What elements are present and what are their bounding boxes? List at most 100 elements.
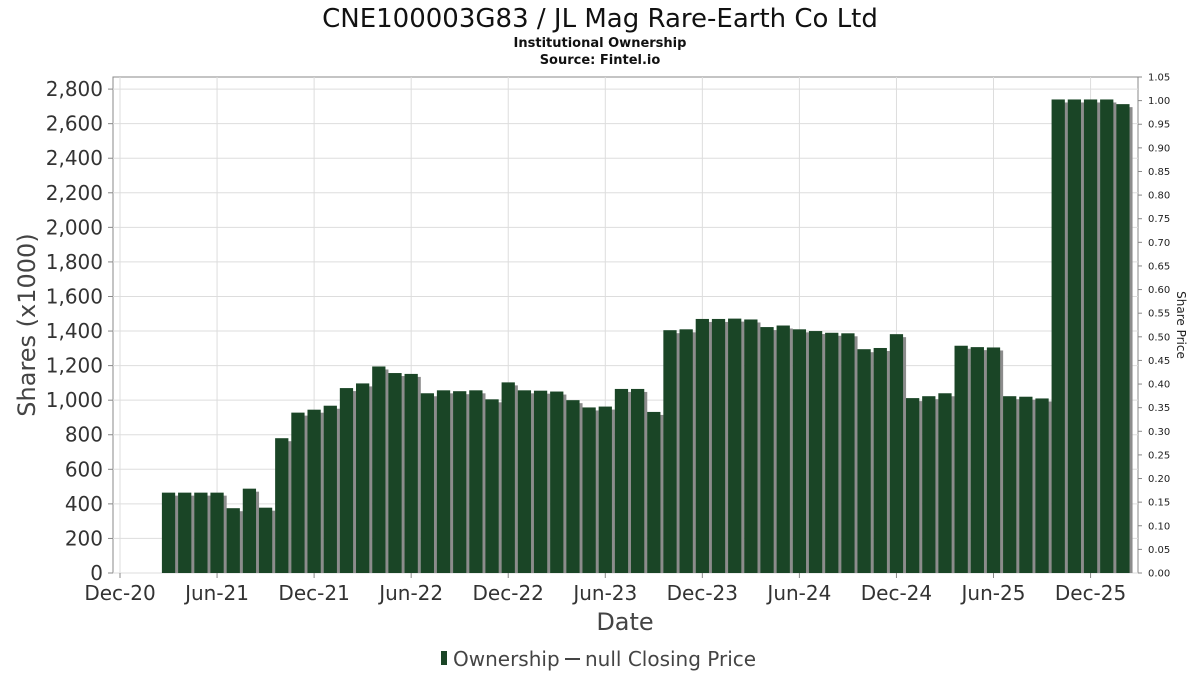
y-tick-label: 2,000: [46, 215, 103, 239]
ownership-bar: [1051, 99, 1065, 574]
ownership-bar: [647, 411, 661, 573]
y-tick-label: 2,800: [46, 77, 103, 101]
y-tick-label: 1,200: [46, 354, 103, 378]
ownership-bar: [954, 345, 968, 573]
ownership-bar: [679, 329, 693, 573]
x-tick-label: Jun-23: [571, 581, 637, 605]
ownership-bar: [420, 393, 434, 573]
ownership-bar: [307, 409, 321, 573]
y2-tick-label: 0.15: [1148, 498, 1170, 509]
ownership-bar: [469, 390, 483, 573]
legend-price-label: null Closing Price: [585, 647, 756, 671]
x-tick-label: Jun-25: [960, 581, 1026, 605]
x-tick-label: Dec-22: [473, 581, 544, 605]
ownership-bar: [1035, 398, 1049, 573]
chart-source: Source: Fintel.io: [540, 53, 661, 68]
y-axis-ticks: 0 200 400 600 800 1,000 1,200 1,400 1,600 1,800 2,…: [46, 77, 113, 585]
ownership-bar: [291, 412, 305, 573]
ownership-bar: [889, 334, 904, 573]
y-tick-label: 600: [65, 457, 103, 481]
ownership-bar: [922, 396, 936, 573]
y2-tick-label: 0.20: [1148, 474, 1170, 485]
ownership-bar: [161, 492, 176, 573]
ownership-bar: [792, 329, 807, 573]
y2-tick-label: 0.90: [1148, 143, 1170, 154]
ownership-bar: [550, 391, 564, 573]
y2-tick-label: 0.70: [1148, 238, 1170, 249]
ownership-bar: [857, 349, 871, 573]
x-tick-label: Dec-24: [861, 581, 932, 605]
y2-tick-label: 0.50: [1148, 332, 1170, 343]
ownership-bar: [1019, 396, 1033, 573]
legend-ownership-swatch: [441, 651, 447, 665]
ownership-bar: [404, 373, 418, 573]
ownership-bar: [808, 331, 823, 573]
y2-tick-label: 0.05: [1148, 545, 1170, 556]
ownership-bar: [760, 327, 774, 573]
y-tick-label: 0: [90, 561, 103, 585]
ownership-bar: [905, 398, 920, 573]
ownership-bar: [436, 390, 451, 573]
y2-tick-label: 0.30: [1148, 427, 1170, 438]
ownership-bar: [275, 438, 289, 573]
ownership-bars: [161, 99, 1133, 574]
ownership-bar: [1003, 396, 1017, 573]
y-tick-label: 1,800: [46, 250, 103, 274]
ownership-bar: [728, 318, 742, 573]
ownership-bar: [194, 492, 208, 573]
ownership-bar: [210, 492, 224, 573]
ownership-bar: [873, 347, 887, 573]
ownership-bar: [226, 508, 240, 573]
x-axis-label: Date: [596, 608, 653, 636]
legend-ownership-label: Ownership: [453, 647, 560, 671]
ownership-bar: [372, 366, 386, 573]
x-tick-label: Dec-25: [1055, 581, 1126, 605]
ownership-bar: [970, 347, 984, 573]
ownership-bar: [744, 319, 758, 573]
ownership-bar: [582, 407, 596, 573]
y-tick-label: 1,400: [46, 319, 103, 343]
x-tick-label: Dec-20: [84, 581, 155, 605]
chart-subtitle: Institutional Ownership: [514, 36, 687, 51]
x-axis-ticks: Dec-20 Jun-21 Dec-21 Jun-22 Dec-22 Jun-23 Dec-…: [84, 573, 1126, 605]
y2-tick-label: 0.10: [1148, 521, 1170, 532]
y-tick-label: 400: [65, 492, 103, 516]
ownership-bar: [453, 391, 467, 573]
legend: Ownership null Closing Price: [441, 647, 756, 671]
y2-tick-label: 0.45: [1148, 356, 1170, 367]
ownership-bar: [533, 390, 548, 573]
ownership-bar: [630, 388, 645, 573]
ownership-bar: [841, 333, 855, 573]
ownership-bar: [1083, 99, 1098, 574]
ownership-bar: [178, 492, 192, 573]
y2-tick-label: 0.40: [1148, 380, 1170, 391]
x-tick-label: Dec-23: [667, 581, 738, 605]
y2-tick-label: 0.95: [1148, 120, 1170, 131]
x-tick-label: Jun-22: [377, 581, 443, 605]
ownership-bar: [517, 390, 532, 573]
ownership-bar: [323, 405, 337, 573]
ownership-bar: [1116, 104, 1130, 573]
y-tick-label: 1,600: [46, 284, 103, 308]
y2-tick-label: 0.25: [1148, 450, 1170, 461]
y2-tick-label: 0.55: [1148, 309, 1170, 320]
y2-tick-label: 0.75: [1148, 214, 1170, 225]
ownership-bar: [663, 330, 677, 573]
x-tick-label: Jun-24: [765, 581, 831, 605]
ownership-bar: [1067, 99, 1082, 574]
ownership-bar: [986, 347, 1001, 573]
ownership-bar: [598, 406, 612, 573]
chart-title: CNE100003G83 / JL Mag Rare-Earth Co Ltd: [322, 4, 878, 34]
y2-tick-label: 0.35: [1148, 403, 1170, 414]
ownership-bar: [776, 325, 790, 573]
ownership-bar: [695, 318, 709, 573]
y-tick-label: 800: [65, 423, 103, 447]
ownership-bar: [388, 373, 402, 573]
y2-tick-label: 0.60: [1148, 285, 1170, 296]
y2-tick-label: 1.05: [1148, 73, 1170, 84]
ownership-bar: [339, 388, 354, 573]
y-tick-label: 2,400: [46, 146, 103, 170]
y-axis-label: Shares (x1000): [13, 233, 41, 416]
